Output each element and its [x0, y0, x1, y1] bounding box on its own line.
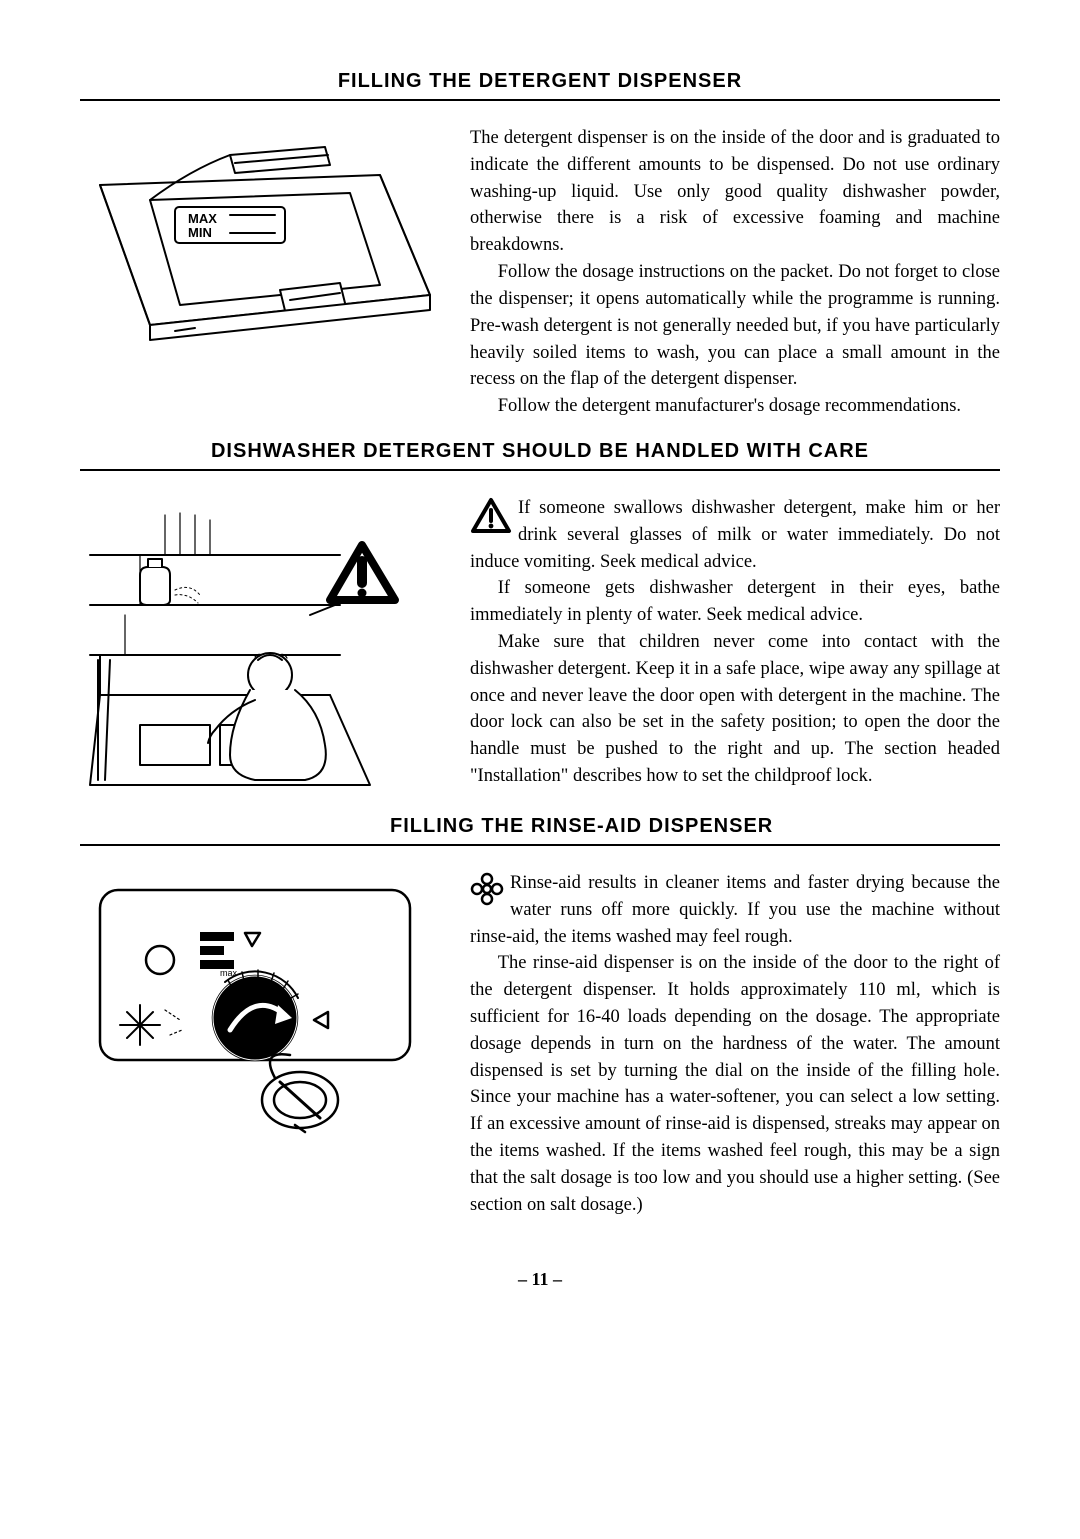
illustration-child-safety [80, 495, 440, 795]
warning-icon [470, 497, 512, 544]
section-title-detergent: FILLING THE DETERGENT DISPENSER [80, 70, 1000, 101]
svg-text:max: max [220, 968, 238, 978]
paragraph-text: Rinse-aid results in cleaner items and f… [470, 873, 1000, 947]
section-detergent: MAX MIN The detergent dispenser is on th… [80, 125, 1000, 420]
text-care: If someone swallows dishwasher detergent… [470, 495, 1000, 795]
paragraph-text: If someone swallows dishwasher detergent… [470, 498, 1000, 572]
page-number: – 11 – [80, 1269, 1000, 1290]
section-rinse: max [80, 870, 1000, 1219]
text-rinse: Rinse-aid results in cleaner items and f… [470, 870, 1000, 1219]
section-care: If someone swallows dishwasher detergent… [80, 495, 1000, 795]
paragraph: Follow the dosage instructions on the pa… [470, 259, 1000, 393]
illustration-detergent-dispenser: MAX MIN [80, 125, 440, 420]
paragraph: Make sure that children never come into … [470, 629, 1000, 790]
paragraph: If someone swallows dishwasher detergent… [470, 495, 1000, 575]
paragraph: If someone gets dishwasher detergent in … [470, 575, 1000, 629]
text-detergent: The detergent dispenser is on the inside… [470, 125, 1000, 420]
paragraph: Rinse-aid results in cleaner items and f… [470, 870, 1000, 950]
paragraph: The detergent dispenser is on the inside… [470, 125, 1000, 259]
section-title-care: DISHWASHER DETERGENT SHOULD BE HANDLED W… [80, 440, 1000, 471]
illustration-rinse-aid-dispenser: max [80, 870, 440, 1219]
paragraph: Follow the detergent manufacturer's dosa… [470, 393, 1000, 420]
flower-icon [470, 872, 504, 915]
svg-text:MIN: MIN [188, 225, 212, 240]
section-title-rinse: FILLING THE RINSE-AID DISPENSER [80, 815, 1000, 846]
paragraph: The rinse-aid dispenser is on the inside… [470, 950, 1000, 1218]
svg-text:MAX: MAX [188, 211, 217, 226]
